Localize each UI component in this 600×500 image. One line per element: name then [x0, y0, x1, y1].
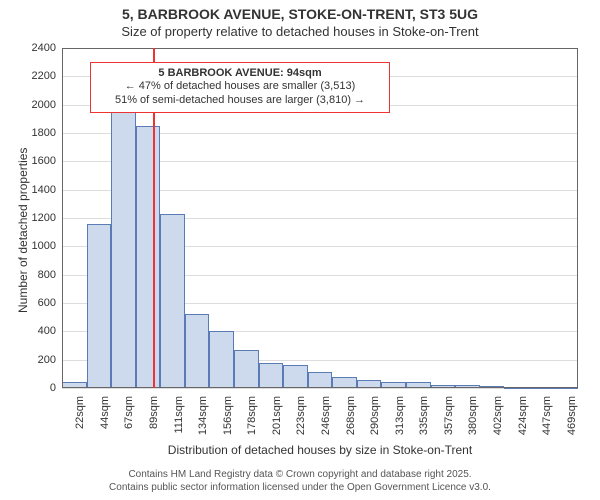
x-tick-label: 67sqm: [123, 396, 135, 436]
x-tick-label: 268sqm: [345, 396, 357, 436]
y-tick-label: 1800: [22, 127, 56, 139]
y-tick-label: 2000: [22, 99, 56, 111]
x-tick-label: 246sqm: [320, 396, 332, 436]
license-footer: Contains HM Land Registry data © Crown c…: [0, 468, 600, 494]
x-tick-label: 380sqm: [467, 396, 479, 436]
annotation-title: 5 BARBROOK AVENUE: 94sqm: [97, 67, 382, 81]
x-tick-label: 201sqm: [271, 396, 283, 436]
footer-line-1: Contains HM Land Registry data © Crown c…: [0, 468, 600, 481]
x-tick-label: 357sqm: [443, 396, 455, 436]
x-tick-label: 447sqm: [541, 396, 553, 436]
x-tick-label: 89sqm: [148, 396, 160, 436]
x-tick-label: 313sqm: [394, 396, 406, 436]
annotation-larger: 51% of semi-detached houses are larger (…: [97, 94, 382, 108]
y-tick-label: 600: [22, 297, 56, 309]
y-tick-label: 400: [22, 325, 56, 337]
y-tick-label: 2400: [22, 42, 56, 54]
y-tick-label: 2200: [22, 70, 56, 82]
annotation-smaller: ← 47% of detached houses are smaller (3,…: [97, 80, 382, 94]
y-tick-label: 800: [22, 269, 56, 281]
y-tick-label: 1600: [22, 155, 56, 167]
x-tick-label: 335sqm: [418, 396, 430, 436]
x-tick-label: 111sqm: [173, 396, 185, 436]
y-axis-label: Number of detached properties: [16, 148, 30, 313]
chart-title: 5, BARBROOK AVENUE, STOKE-ON-TRENT, ST3 …: [0, 6, 600, 22]
grid-line: [62, 388, 578, 389]
x-tick-label: 402sqm: [492, 396, 504, 436]
footer-line-2: Contains public sector information licen…: [0, 481, 600, 494]
y-tick-label: 1000: [22, 240, 56, 252]
x-tick-label: 469sqm: [566, 396, 578, 436]
x-tick-label: 178sqm: [246, 396, 258, 436]
chart-title-block: 5, BARBROOK AVENUE, STOKE-ON-TRENT, ST3 …: [0, 6, 600, 39]
x-axis-label: Distribution of detached houses by size …: [62, 443, 578, 457]
y-tick-label: 200: [22, 354, 56, 366]
x-tick-label: 424sqm: [517, 396, 529, 436]
x-tick-label: 44sqm: [99, 396, 111, 436]
y-tick-label: 1200: [22, 212, 56, 224]
x-tick-label: 134sqm: [197, 396, 209, 436]
x-tick-label: 22sqm: [74, 396, 86, 436]
y-tick-label: 0: [22, 382, 56, 394]
chart-subtitle: Size of property relative to detached ho…: [0, 24, 600, 39]
x-tick-label: 223sqm: [295, 396, 307, 436]
annotation-box: 5 BARBROOK AVENUE: 94sqm← 47% of detache…: [90, 62, 389, 113]
x-tick-label: 156sqm: [222, 396, 234, 436]
x-tick-label: 290sqm: [369, 396, 381, 436]
y-tick-label: 1400: [22, 184, 56, 196]
property-size-histogram: 5, BARBROOK AVENUE, STOKE-ON-TRENT, ST3 …: [0, 0, 600, 500]
